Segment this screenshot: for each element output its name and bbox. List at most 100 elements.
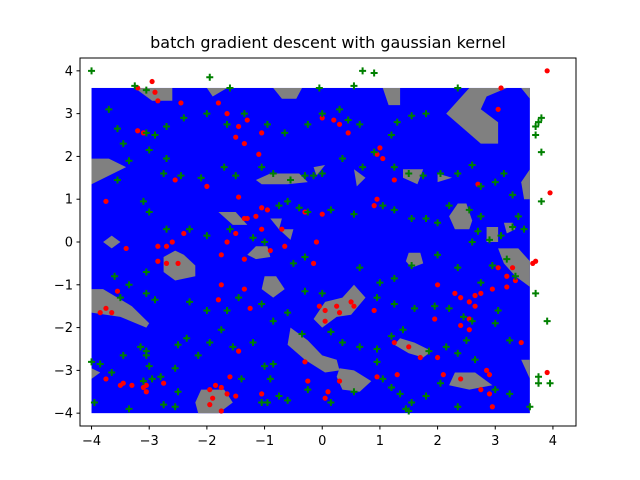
- red-point: [149, 78, 155, 85]
- red-point: [504, 284, 510, 290]
- green-plus-point: [318, 170, 326, 178]
- red-point: [452, 290, 458, 296]
- green-plus-point: [301, 253, 309, 261]
- green-plus-point: [111, 272, 119, 280]
- green-plus-point: [235, 294, 243, 302]
- green-plus-point: [356, 120, 364, 128]
- green-plus-point: [163, 225, 171, 233]
- red-point: [391, 339, 397, 346]
- red-point: [322, 318, 328, 324]
- green-plus-point: [474, 227, 482, 235]
- red-point: [374, 374, 380, 380]
- red-point: [472, 292, 478, 299]
- green-plus-point: [514, 212, 522, 220]
- green-plus-point: [442, 343, 450, 351]
- x-tick-label: −3: [140, 434, 159, 449]
- red-point: [417, 354, 423, 361]
- red-point: [544, 68, 550, 74]
- green-plus-point: [142, 86, 150, 94]
- green-plus-point: [304, 208, 312, 216]
- green-plus-point: [387, 131, 395, 139]
- decision-region: [273, 88, 302, 99]
- red-point: [279, 226, 285, 232]
- green-plus-point: [532, 289, 540, 297]
- red-point: [123, 245, 129, 252]
- red-point: [336, 378, 343, 384]
- green-plus-point: [537, 148, 545, 156]
- red-point: [204, 183, 210, 189]
- green-plus-point: [526, 403, 534, 411]
- green-plus-point: [229, 343, 237, 351]
- red-point: [509, 265, 516, 271]
- green-plus-point: [535, 373, 543, 381]
- red-point: [161, 380, 167, 386]
- red-point: [486, 372, 493, 378]
- green-plus-point: [142, 129, 150, 137]
- green-plus-point: [373, 345, 381, 353]
- green-plus-point: [445, 304, 453, 312]
- red-point: [259, 130, 265, 136]
- red-point: [322, 395, 328, 401]
- red-point: [434, 354, 441, 361]
- red-point: [434, 282, 441, 288]
- red-point: [103, 198, 109, 204]
- green-plus-point: [543, 317, 551, 325]
- green-plus-point: [356, 343, 364, 351]
- green-plus-point: [301, 172, 309, 180]
- red-point: [336, 310, 343, 316]
- green-plus-point: [249, 339, 257, 347]
- green-plus-point: [379, 375, 387, 383]
- red-point: [374, 196, 380, 202]
- green-plus-point: [139, 197, 147, 205]
- green-plus-point: [390, 206, 398, 214]
- y-tick-label: 1: [65, 193, 73, 208]
- red-point: [181, 230, 187, 237]
- red-point: [143, 389, 149, 395]
- green-plus-point: [436, 170, 444, 178]
- red-point: [504, 273, 510, 279]
- red-point: [498, 85, 504, 91]
- green-plus-point: [477, 279, 485, 287]
- green-plus-point: [284, 197, 292, 205]
- decision-region: [91, 289, 150, 328]
- green-plus-point: [336, 105, 344, 113]
- chart-title: batch gradient descent with gaussian ker…: [150, 33, 506, 52]
- green-plus-point: [203, 306, 211, 314]
- decision-region: [394, 338, 432, 358]
- red-point: [302, 359, 308, 365]
- green-plus-point: [477, 212, 485, 220]
- green-plus-point: [281, 129, 289, 137]
- green-plus-point: [422, 392, 430, 400]
- green-plus-point: [462, 336, 470, 344]
- decision-region: [405, 252, 424, 268]
- green-plus-point: [327, 398, 335, 406]
- red-point: [310, 260, 317, 266]
- green-plus-point: [477, 182, 485, 190]
- green-plus-point: [157, 373, 165, 381]
- red-point: [259, 391, 265, 397]
- green-plus-point: [419, 172, 427, 180]
- y-tick-label: −1: [54, 278, 73, 293]
- green-plus-point: [125, 281, 133, 289]
- green-plus-point: [434, 251, 442, 259]
- x-tick-label: −1: [255, 434, 274, 449]
- green-plus-point: [226, 225, 234, 233]
- green-plus-point: [491, 319, 499, 327]
- green-plus-point: [203, 110, 211, 118]
- red-point: [247, 305, 253, 311]
- decision-region: [336, 368, 372, 392]
- green-plus-point: [171, 364, 179, 372]
- red-point: [331, 117, 337, 123]
- green-plus-point: [503, 255, 511, 263]
- red-point: [218, 282, 224, 288]
- red-point: [322, 307, 328, 314]
- green-plus-point: [411, 304, 419, 312]
- red-point: [394, 372, 400, 378]
- y-tick-label: 4: [65, 64, 73, 79]
- green-plus-point: [318, 289, 326, 297]
- green-plus-point: [275, 392, 283, 400]
- green-plus-point: [223, 120, 231, 128]
- decision-region: [521, 359, 530, 379]
- red-point: [129, 382, 135, 388]
